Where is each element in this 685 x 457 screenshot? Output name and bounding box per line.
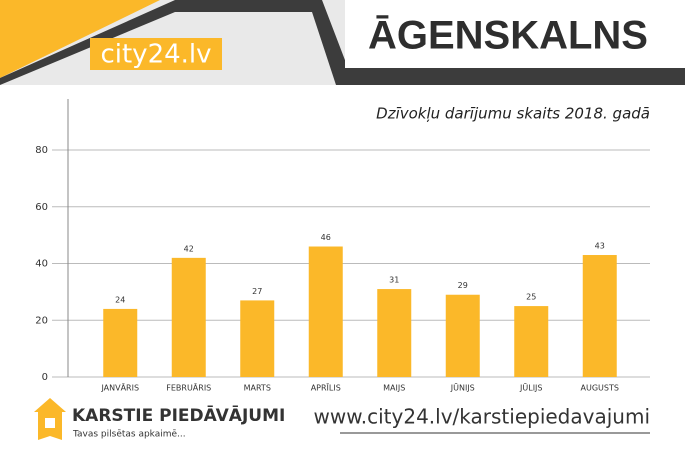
y-tick-label: 0 [42, 372, 48, 383]
value-label: 25 [526, 293, 536, 302]
brand-badge [90, 38, 222, 70]
x-tick-label: FEBRUĀRIS [166, 383, 211, 393]
value-label: 27 [252, 287, 262, 296]
x-tick-label: JŪNIJS [450, 383, 475, 393]
x-tick-label: JŪLIJS [519, 383, 542, 393]
bar [240, 300, 275, 377]
brand: city24.lv [100, 40, 211, 70]
value-label: 31 [389, 276, 399, 285]
x-tick-label: MARTS [244, 384, 271, 393]
value-label: 42 [184, 244, 194, 253]
x-tick-label: JANVĀRIS [100, 383, 139, 393]
bar [103, 308, 138, 377]
page-title: ĀGENSKALNS [368, 14, 648, 58]
bar [582, 255, 617, 377]
footer-logo [34, 398, 66, 440]
x-tick-label: APRĪLIS [311, 383, 341, 393]
logo-window [45, 418, 55, 428]
chart: 0 20 40 60 80 JANVĀRIS 24 FEBRUĀRIS 42 MARTS 27 APR… [35, 99, 650, 393]
chart-title: Dzīvokļu darījumu skaits 2018. gadā [376, 105, 650, 123]
title-area [345, 0, 685, 68]
x-tick-label: AUGUSTS [581, 384, 619, 393]
logo-title: KARSTIE PIEDĀVĀJUMI [72, 404, 285, 426]
footer-url: www.city24.lv/karstiepiedavajumi [314, 405, 650, 429]
value-label: 43 [595, 242, 605, 251]
y-tick-label: 80 [35, 145, 48, 156]
y-tick-label: 60 [35, 202, 48, 213]
bar [308, 246, 343, 377]
bar [514, 306, 549, 377]
value-label: 24 [115, 295, 125, 304]
x-tick-label: MAIJS [383, 384, 405, 393]
y-tick-label: 40 [35, 259, 48, 270]
logo-tagline: Tavas pilsētas apkaimē... [72, 430, 186, 440]
bar [445, 294, 480, 377]
value-label: 29 [458, 281, 468, 290]
bar [171, 257, 206, 377]
bar [377, 289, 412, 377]
y-tick-label: 20 [35, 315, 48, 326]
header-accent [0, 0, 160, 78]
value-label: 46 [321, 233, 331, 242]
